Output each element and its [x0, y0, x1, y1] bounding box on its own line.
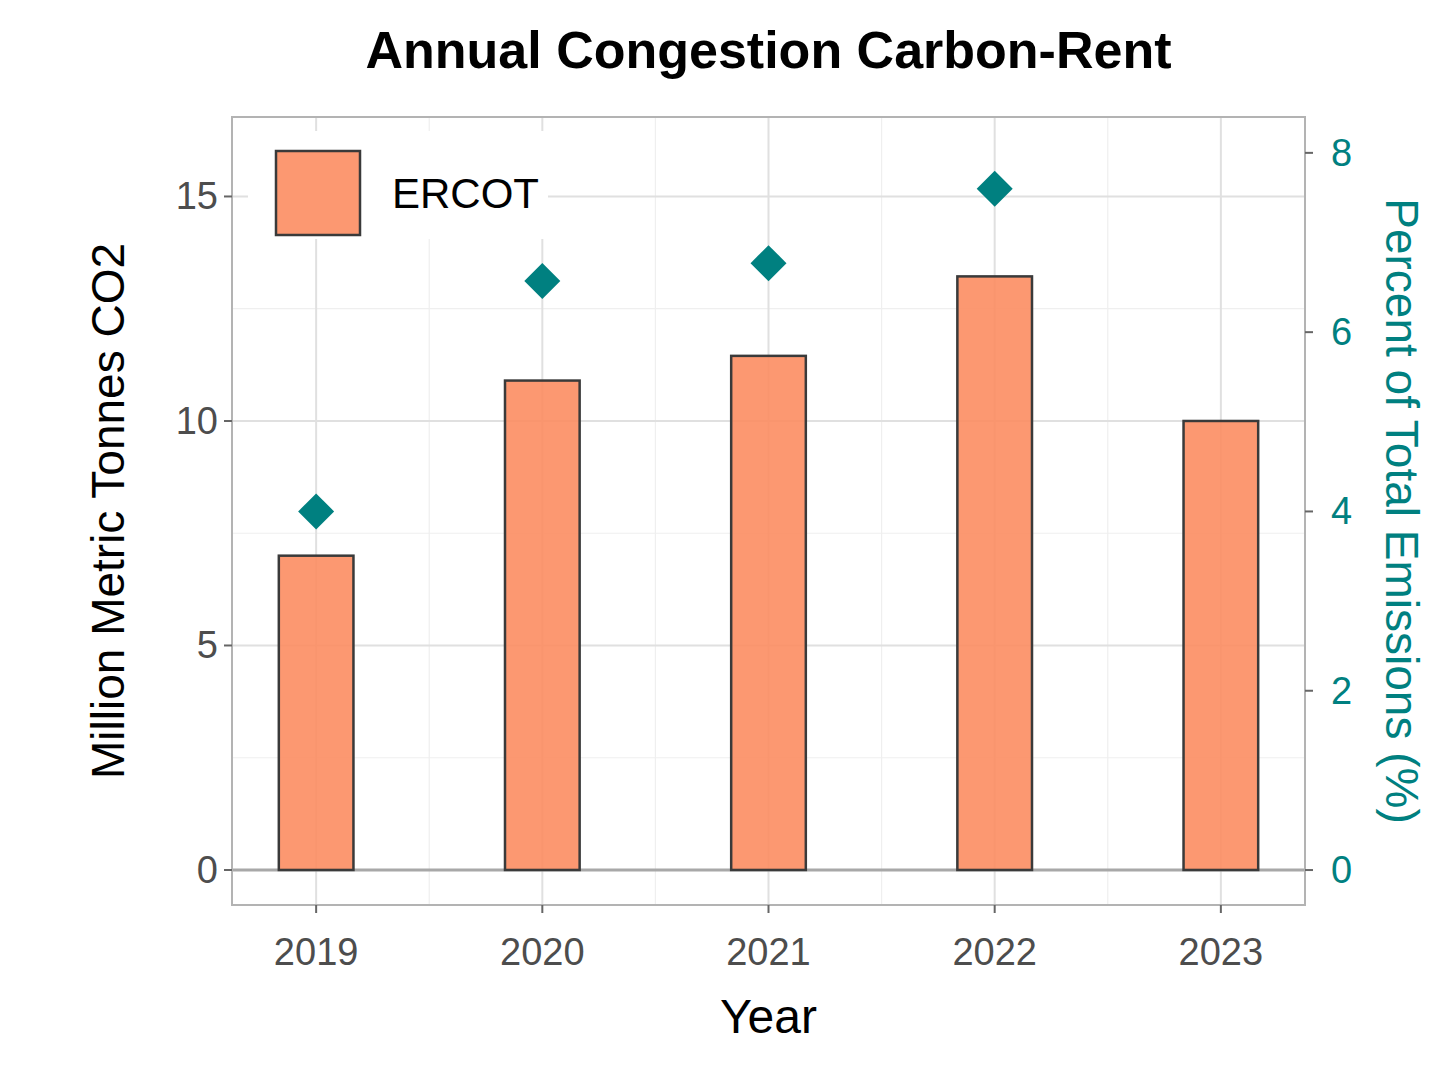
- y2-axis-label: Percent of Total Emissions (%): [1376, 198, 1428, 824]
- plot-border: [232, 117, 1305, 905]
- diamond-point: [524, 263, 560, 299]
- y2-tick: [1305, 869, 1313, 871]
- x-tick: [994, 905, 996, 913]
- chart-root: 0 5 10 15 0 2 4 6 8 2019 2020 2021 2022 2023 Annual Co…: [0, 0, 1447, 1066]
- x-tick: [541, 905, 543, 913]
- y-tick: [224, 869, 232, 871]
- bar: [957, 276, 1032, 870]
- diamond-point: [751, 245, 787, 281]
- plot-panel: [232, 117, 1305, 905]
- y-axis-label: Million Metric Tonnes CO2: [82, 243, 134, 779]
- y-tick: [224, 420, 232, 422]
- bar: [279, 556, 354, 870]
- y-tick-label: 10: [176, 400, 218, 442]
- x-tick: [1220, 905, 1222, 913]
- minor-grid-line: [881, 117, 882, 905]
- diamond-point: [298, 493, 334, 529]
- title: Annual Congestion Carbon-Rent: [366, 21, 1172, 79]
- x-tick-label: 2020: [500, 931, 585, 973]
- minor-grid-line: [655, 117, 656, 905]
- x-tick-label: 2022: [952, 931, 1037, 973]
- y-tick-label: 5: [197, 624, 218, 666]
- bar: [731, 356, 806, 870]
- x-axis-label: Year: [720, 990, 817, 1043]
- y2-tick: [1305, 510, 1313, 512]
- y-tick: [224, 644, 232, 646]
- minor-grid-line: [1107, 117, 1108, 905]
- bar: [505, 381, 580, 870]
- y2-tick-label: 8: [1331, 132, 1352, 174]
- y-tick: [224, 195, 232, 197]
- y2-tick-label: 6: [1331, 311, 1352, 353]
- x-tick: [315, 905, 317, 913]
- x-tick-label: 2023: [1179, 931, 1264, 973]
- marks: [279, 171, 1258, 870]
- bar: [1184, 421, 1259, 870]
- y2-tick: [1305, 152, 1313, 154]
- legend-bg: [248, 131, 548, 239]
- x-tick: [768, 905, 770, 913]
- diamond-point: [977, 171, 1013, 207]
- y2-tick-label: 0: [1331, 849, 1352, 891]
- y-tick-label: 15: [176, 175, 218, 217]
- y-tick-label: 0: [197, 849, 218, 891]
- x-tick-label: 2019: [274, 931, 359, 973]
- y2-tick: [1305, 690, 1313, 692]
- x-tick-label: 2021: [726, 931, 811, 973]
- y2-tick-label: 4: [1331, 490, 1352, 532]
- y2-tick-label: 2: [1331, 670, 1352, 712]
- legend-swatch: [276, 151, 360, 235]
- legend-label: ERCOT: [392, 170, 539, 217]
- y2-tick: [1305, 331, 1313, 333]
